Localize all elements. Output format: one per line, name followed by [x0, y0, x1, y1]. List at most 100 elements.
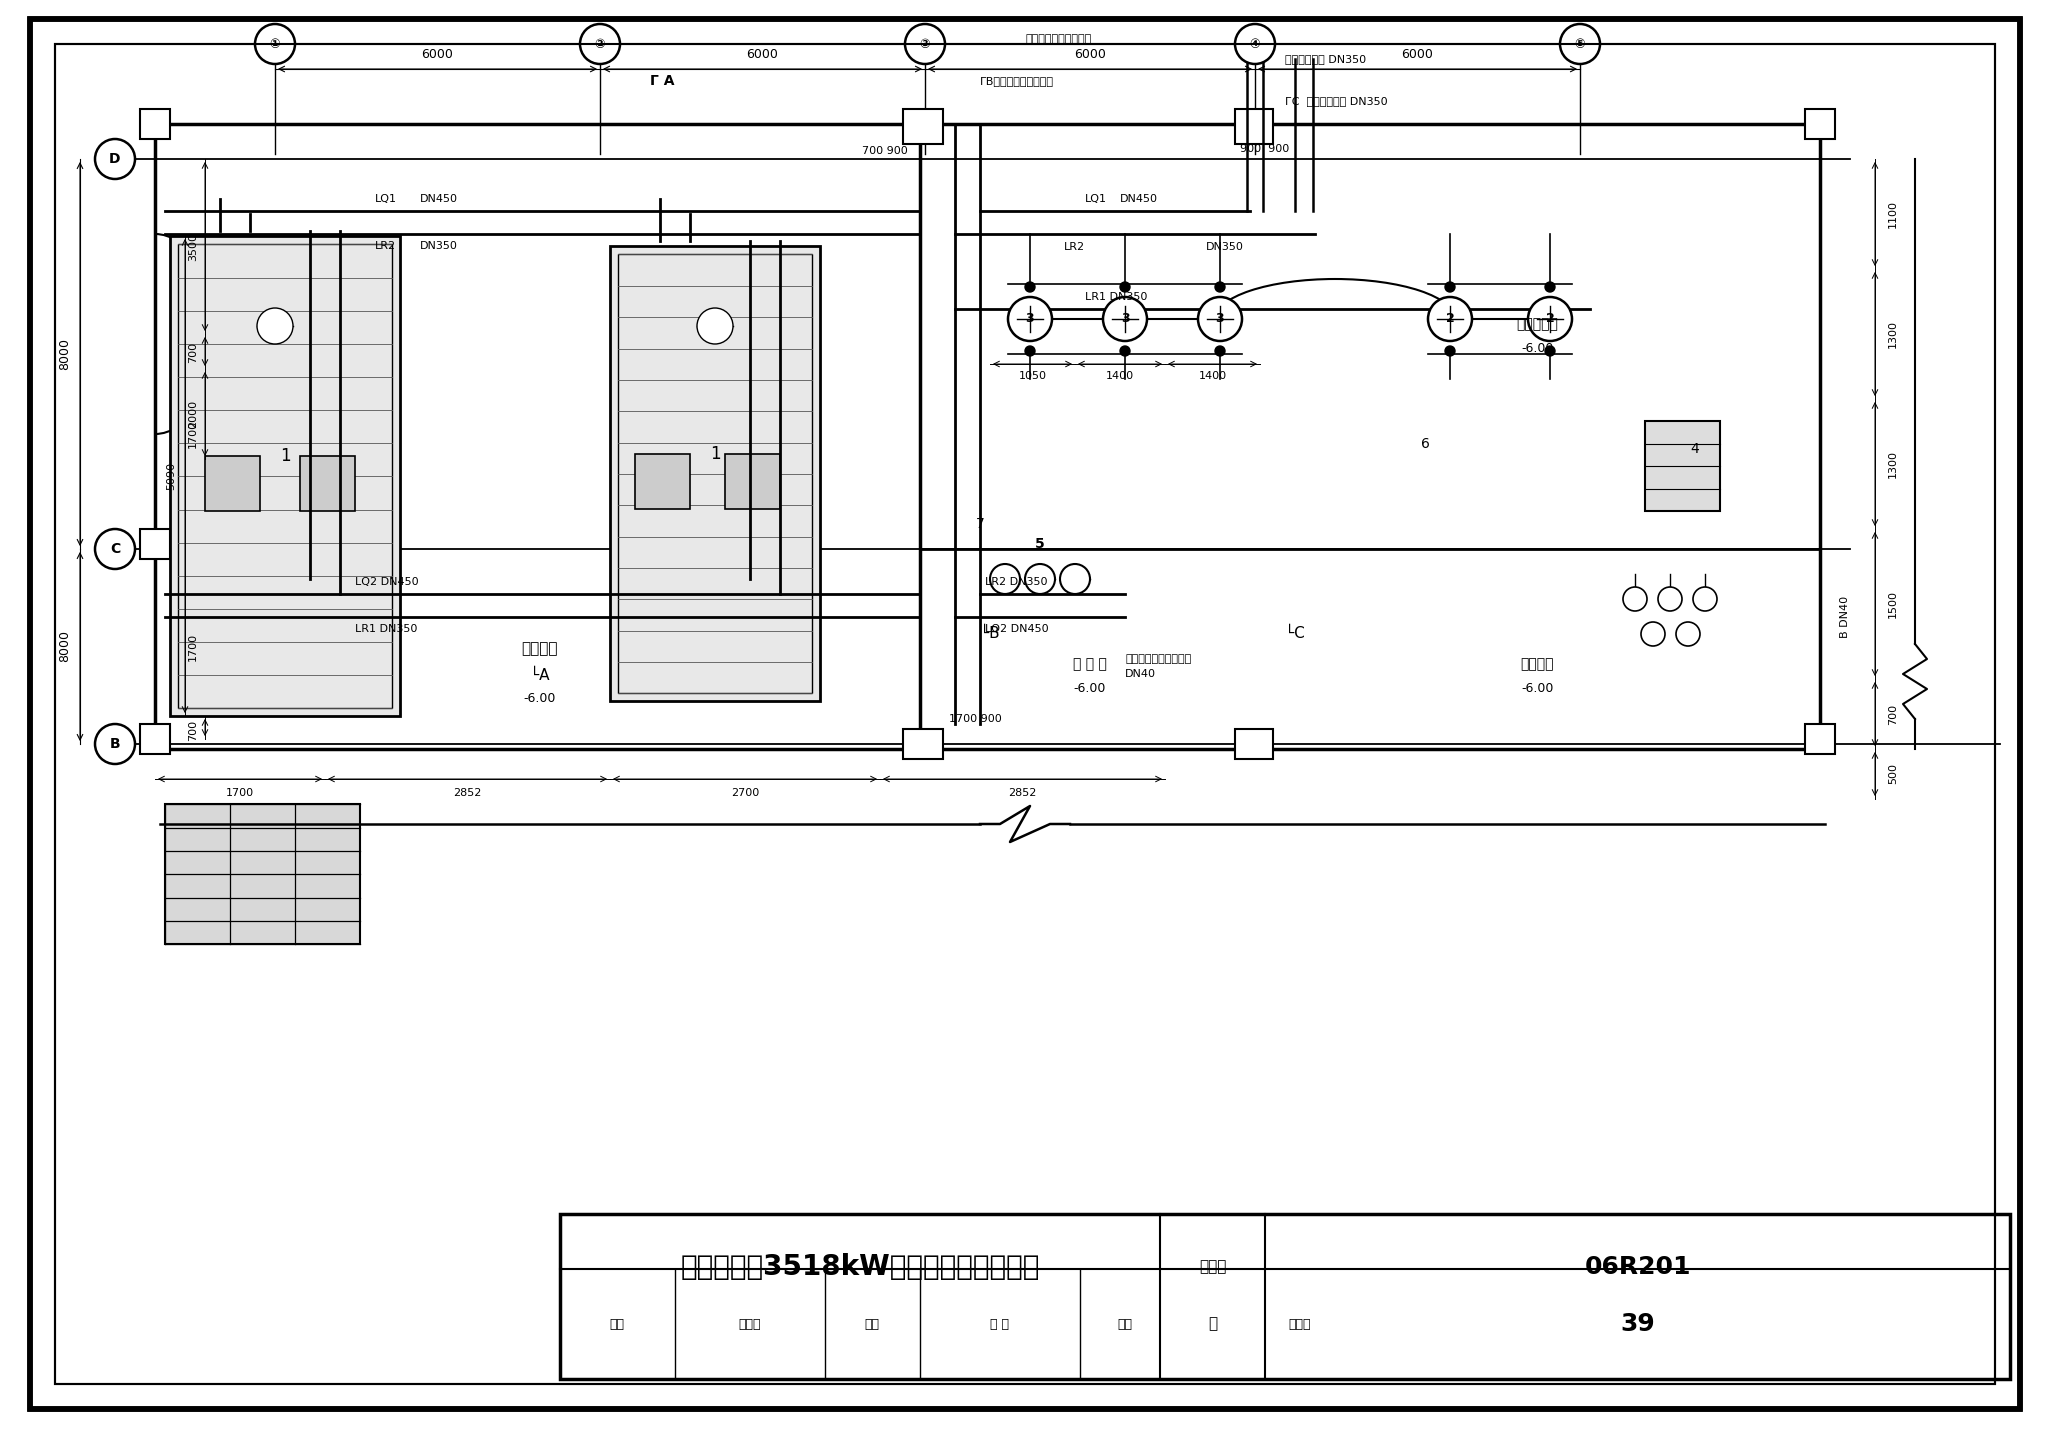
- Text: D: D: [109, 153, 121, 165]
- Text: 900  900: 900 900: [1241, 144, 1290, 154]
- Circle shape: [1104, 296, 1147, 341]
- Circle shape: [989, 564, 1020, 594]
- Circle shape: [256, 308, 293, 344]
- Text: 1: 1: [711, 445, 721, 463]
- Text: ГB循环冷却水去冷却塔: ГB循环冷却水去冷却塔: [981, 76, 1055, 86]
- Text: LQ1: LQ1: [1085, 194, 1108, 204]
- Circle shape: [1198, 296, 1241, 341]
- Text: LR2 DN350: LR2 DN350: [985, 577, 1047, 587]
- Text: -6.00: -6.00: [524, 692, 557, 705]
- Text: 2000: 2000: [188, 400, 199, 427]
- Text: ГC  冷温水供水管 DN350: ГC 冷温水供水管 DN350: [1284, 96, 1389, 106]
- Text: 循环水泵间: 循环水泵间: [1518, 317, 1559, 331]
- Text: DN40: DN40: [1124, 669, 1155, 679]
- Text: ③: ③: [920, 37, 930, 50]
- Circle shape: [1120, 282, 1130, 292]
- Text: DN350: DN350: [420, 240, 459, 250]
- Bar: [1645, 422, 1720, 511]
- Circle shape: [580, 24, 621, 63]
- Circle shape: [94, 724, 135, 764]
- Circle shape: [1024, 345, 1034, 355]
- Text: └C: └C: [1284, 626, 1305, 642]
- Text: ②: ②: [594, 37, 606, 50]
- Text: 1: 1: [281, 448, 291, 465]
- Text: 1700: 1700: [225, 789, 254, 799]
- Circle shape: [1622, 587, 1647, 612]
- Circle shape: [1235, 24, 1276, 63]
- Text: 控 制 室: 控 制 室: [1073, 658, 1106, 671]
- Text: LQ2 DN450: LQ2 DN450: [354, 577, 418, 587]
- Bar: [170, 236, 399, 717]
- Text: 500: 500: [1888, 764, 1898, 784]
- Text: 循环冷却水来自冷却塔: 循环冷却水来自冷却塔: [1024, 35, 1092, 45]
- Text: -6.00: -6.00: [1073, 682, 1106, 695]
- Text: └A: └A: [530, 669, 549, 684]
- Text: LR2: LR2: [375, 240, 395, 250]
- Text: 3: 3: [1217, 312, 1225, 325]
- Circle shape: [1024, 564, 1055, 594]
- Text: DN450: DN450: [420, 194, 459, 204]
- Circle shape: [1544, 282, 1554, 292]
- Text: 2: 2: [1546, 312, 1554, 325]
- Text: 1300: 1300: [1888, 319, 1898, 348]
- Circle shape: [1561, 24, 1599, 63]
- Text: DN450: DN450: [1120, 194, 1157, 204]
- Text: 3: 3: [1120, 312, 1128, 325]
- Bar: [1235, 730, 1274, 758]
- Circle shape: [1675, 622, 1700, 646]
- Text: 1700: 1700: [188, 633, 199, 661]
- Text: LR2: LR2: [1063, 242, 1085, 252]
- Circle shape: [1120, 345, 1130, 355]
- Circle shape: [1446, 282, 1454, 292]
- Text: 1700 900: 1700 900: [948, 714, 1001, 724]
- Text: 其他用房: 其他用房: [1522, 658, 1554, 671]
- Bar: [610, 246, 819, 701]
- Text: 700: 700: [188, 720, 199, 741]
- Text: 1050: 1050: [1018, 371, 1047, 381]
- Text: 1400: 1400: [1106, 371, 1135, 381]
- Text: ④: ④: [1249, 37, 1260, 50]
- Text: 2852: 2852: [1008, 789, 1036, 799]
- Text: Г A: Г A: [649, 73, 674, 88]
- Text: 徐 相: 徐 相: [991, 1318, 1010, 1331]
- Circle shape: [1008, 296, 1053, 341]
- Bar: [725, 453, 780, 509]
- Text: LQ2 DN450: LQ2 DN450: [985, 625, 1049, 635]
- Bar: [139, 724, 170, 754]
- Bar: [635, 453, 690, 509]
- Bar: [139, 109, 170, 140]
- Circle shape: [256, 24, 295, 63]
- Text: B DN40: B DN40: [1839, 596, 1849, 637]
- Circle shape: [696, 308, 733, 344]
- Circle shape: [94, 530, 135, 568]
- Text: 图集号: 图集号: [1198, 1259, 1227, 1275]
- Text: ①: ①: [270, 37, 281, 50]
- Circle shape: [1214, 345, 1225, 355]
- Bar: [139, 530, 170, 558]
- Text: 2700: 2700: [731, 789, 760, 799]
- Text: 审核: 审核: [610, 1318, 625, 1331]
- Circle shape: [1528, 296, 1573, 341]
- Circle shape: [1061, 564, 1090, 594]
- Bar: [903, 109, 942, 144]
- Bar: [1804, 109, 1835, 140]
- Text: LR1 DN350: LR1 DN350: [1085, 292, 1147, 302]
- Text: 5: 5: [1034, 537, 1044, 551]
- Text: 3: 3: [1026, 312, 1034, 325]
- Text: 设计: 设计: [1118, 1318, 1133, 1331]
- Circle shape: [1024, 282, 1034, 292]
- Circle shape: [94, 140, 135, 178]
- Text: 6000: 6000: [422, 49, 453, 62]
- Bar: [618, 255, 811, 694]
- Text: 700 900: 700 900: [862, 145, 907, 155]
- Text: 冷温水回水管 DN350: 冷温水回水管 DN350: [1284, 55, 1366, 63]
- Text: 2852: 2852: [453, 789, 481, 799]
- Text: 校对: 校对: [864, 1318, 879, 1331]
- Circle shape: [905, 24, 944, 63]
- Circle shape: [1214, 282, 1225, 292]
- Text: 06R201: 06R201: [1585, 1255, 1692, 1279]
- Text: -6.00: -6.00: [1522, 342, 1554, 355]
- Text: 直燃机房: 直燃机房: [522, 642, 559, 656]
- Text: 8000: 8000: [59, 630, 72, 662]
- Text: 王淑敏: 王淑敏: [739, 1318, 762, 1331]
